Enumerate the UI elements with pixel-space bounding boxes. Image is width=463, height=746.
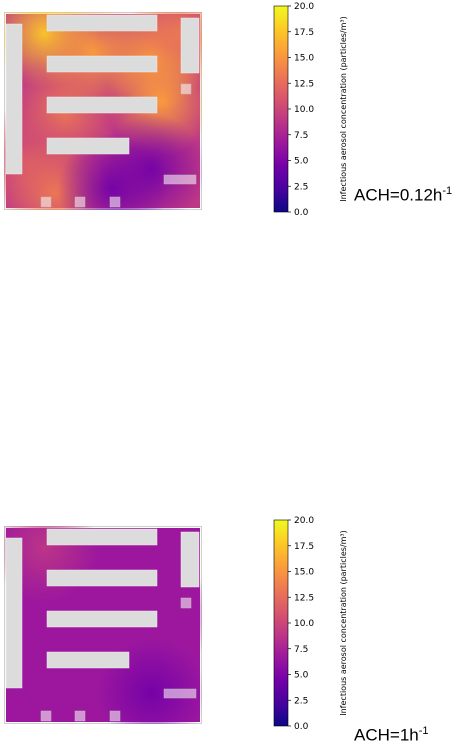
colorbar-tick-label: 10.0 xyxy=(294,619,314,629)
colorbar-tick-label: 5.0 xyxy=(294,157,309,167)
colorbar-tick-label: 5.0 xyxy=(294,671,309,681)
seat-2 xyxy=(74,196,86,208)
table-2 xyxy=(46,55,158,73)
colorbar-tick-label: 15.0 xyxy=(294,568,314,578)
colorbar-tick-label: 10.0 xyxy=(294,105,314,115)
colorbar-tick-label: 17.5 xyxy=(294,542,314,552)
shelf-left xyxy=(5,537,23,689)
ach-label-bottom: ACH=1h-1 xyxy=(354,725,429,745)
vent-right xyxy=(180,83,192,95)
colorbar-tick-label: 0.0 xyxy=(294,722,309,732)
shelf-right xyxy=(180,531,200,588)
colorbar-gradient xyxy=(273,5,289,213)
table-4 xyxy=(46,651,130,669)
table-3 xyxy=(46,96,158,114)
shelf-left xyxy=(5,23,23,175)
colorbar-tick-label: 20.0 xyxy=(294,516,314,526)
ach-label-top: ACH=0.12h-1 xyxy=(354,185,453,205)
colorbar-tick-label: 0.0 xyxy=(294,208,309,218)
colorbar-label: Infectious aerosol concentration (partic… xyxy=(339,16,348,202)
colorbar-tick-label: 2.5 xyxy=(294,696,308,706)
seat-3 xyxy=(109,710,121,722)
chart-panel-top: 0.0 2.5 5.0 7.5 10.0 12.5 15.0 17.5 20.0 Infectio… xyxy=(0,0,463,240)
chart-panel-bottom: 0.0 2.5 5.0 7.5 10.0 12.5 15.0 17.5 20.0 Infectio… xyxy=(0,258,463,745)
vent-bottom-right xyxy=(163,688,197,699)
table-3 xyxy=(46,610,158,628)
colorbar-bottom: 0.0 2.5 5.0 7.5 10.0 12.5 15.0 17.5 20.0 Infectio… xyxy=(273,516,348,732)
colorbar-tick-label: 2.5 xyxy=(294,182,308,192)
vent-right xyxy=(180,597,192,609)
table-1 xyxy=(46,14,158,32)
colorbar-tick-label: 15.0 xyxy=(294,54,314,64)
colorbar-gradient xyxy=(273,519,289,727)
colorbar-tick-label: 17.5 xyxy=(294,28,314,38)
heatmap-bottom xyxy=(4,526,202,724)
colorbar-tick-label: 7.5 xyxy=(294,645,308,655)
table-2 xyxy=(46,569,158,587)
seat-3 xyxy=(109,196,121,208)
colorbar-tick-label: 12.5 xyxy=(294,79,314,89)
table-4 xyxy=(46,137,130,155)
colorbar-label: Infectious aerosol concentration (partic… xyxy=(339,530,348,716)
colorbar-top: 0.0 2.5 5.0 7.5 10.0 12.5 15.0 17.5 20.0 Infectio… xyxy=(273,2,348,218)
seat-1 xyxy=(40,710,52,722)
colorbar-tick-label: 12.5 xyxy=(294,593,314,603)
seat-2 xyxy=(74,710,86,722)
table-1 xyxy=(46,528,158,546)
colorbar-tick-label: 20.0 xyxy=(294,2,314,12)
vent-bottom-right xyxy=(163,174,197,185)
shelf-right xyxy=(180,17,200,74)
seat-1 xyxy=(40,196,52,208)
heatmap-top xyxy=(4,12,202,210)
colorbar-tick-label: 7.5 xyxy=(294,131,308,141)
